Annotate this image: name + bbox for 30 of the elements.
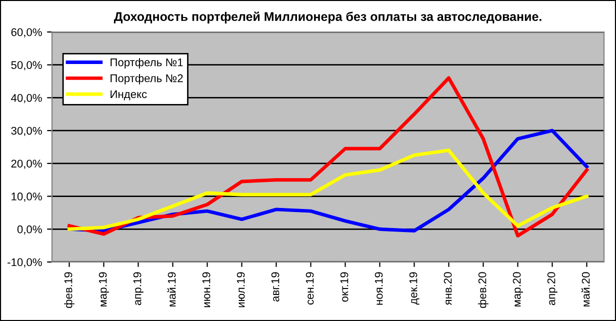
- line-series: [68, 76, 588, 238]
- x-tick-label: окт.19: [340, 272, 348, 302]
- x-tick-label: мар.19: [98, 272, 109, 306]
- x-tick-label: фев.20: [478, 272, 488, 308]
- y-tick-label: 30,0%: [11, 126, 42, 136]
- x-tick-label: июн.19: [202, 272, 210, 308]
- y-tick-label: 60,0%: [11, 28, 42, 38]
- line-series: [68, 148, 588, 231]
- y-tick-label: 20,0%: [11, 160, 42, 169]
- y-tick-label: 10,0%: [12, 192, 42, 202]
- legend-label: Портфель №1: [110, 58, 183, 68]
- x-tick-label: дек.19: [409, 272, 420, 305]
- chart-title: Доходность портфелей Миллионера без оплаты за автоследование.: [114, 12, 542, 24]
- x-tick-label: апр.19: [133, 272, 144, 306]
- x-tick-label: июл.19: [236, 272, 245, 308]
- y-tick-label: 40,0%: [11, 94, 42, 104]
- x-tick-label: мар.20: [512, 272, 523, 306]
- x-tick-label: фев.19: [64, 272, 74, 308]
- x-tick-label: апр.20: [547, 272, 558, 306]
- x-tick-label: янв.20: [444, 272, 452, 306]
- legend-label: Индекс: [110, 90, 147, 100]
- legend-label: Портфель №2: [110, 74, 183, 84]
- x-tick-label: ноя.19: [374, 272, 383, 305]
- y-tick-label: 50,0%: [11, 61, 42, 70]
- x-tick-label: май.19: [167, 272, 176, 306]
- x-tick-label: сен.19: [306, 272, 314, 305]
- y-tick-label: -10,0%: [8, 258, 42, 268]
- y-tick-label: 0,0%: [17, 225, 42, 235]
- x-tick-label: авг.19: [271, 272, 280, 302]
- x-tick-label: май.20: [581, 272, 590, 306]
